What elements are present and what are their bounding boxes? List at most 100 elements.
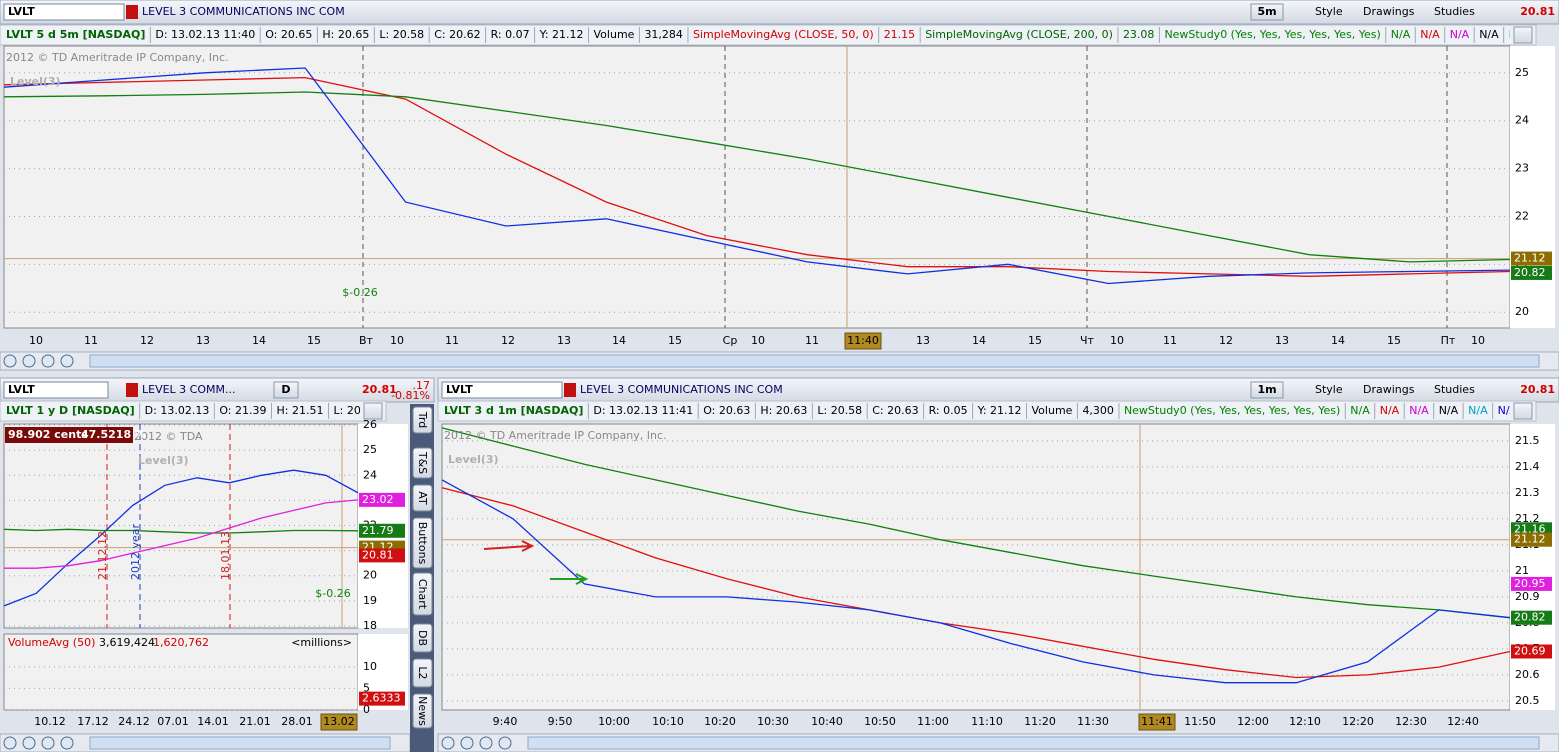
zoom-icon[interactable] <box>479 736 493 750</box>
watermark: 2012 © TDA <box>134 430 203 443</box>
x-tick-label: 11:30 <box>1077 715 1109 728</box>
price-badge-label: 21.79 <box>362 524 394 537</box>
tab[interactable] <box>412 693 433 729</box>
tab-label[interactable]: Trd <box>416 411 429 428</box>
price-badge <box>359 691 405 706</box>
tab[interactable] <box>412 658 433 688</box>
x-tick-label: 12 <box>1219 334 1233 347</box>
plot-bg <box>3 423 359 629</box>
zoom-icon[interactable] <box>22 354 36 368</box>
symbol-box[interactable] <box>441 381 563 399</box>
interval[interactable]: 1m <box>1257 383 1276 396</box>
symbol: LVLT <box>446 383 473 396</box>
tab-label[interactable]: Chart <box>416 579 429 610</box>
scrollbar[interactable] <box>89 354 1540 368</box>
info-item: C: 20.63 <box>872 404 918 417</box>
drawings-btn[interactable]: Drawings <box>1363 5 1415 18</box>
tab[interactable] <box>412 517 433 569</box>
tab[interactable] <box>412 623 433 653</box>
info-item: LVLT 1 y D [NASDAQ] <box>6 404 135 417</box>
marker-label: 21.12.12 <box>96 531 109 580</box>
interval-btn[interactable] <box>273 381 299 399</box>
y-tick-label: 21 <box>1515 564 1529 577</box>
studies-btn[interactable]: Studies <box>1434 5 1475 18</box>
interval-btn[interactable] <box>1250 381 1284 399</box>
price-badge-label: 2.6333 <box>362 692 401 705</box>
x-tick-label: 11:00 <box>917 715 949 728</box>
tab-label[interactable]: L2 <box>416 666 429 679</box>
symbol: LVLT <box>8 5 35 18</box>
volume-unit: <millions> <box>291 636 352 649</box>
zoom-icon[interactable] <box>498 736 512 750</box>
tab-label[interactable]: T&S <box>416 451 429 474</box>
symbol-box[interactable] <box>3 3 125 21</box>
x-tick-label: 9:40 <box>493 715 518 728</box>
cursor-badge <box>1138 713 1176 731</box>
zoom-icon[interactable] <box>60 354 74 368</box>
info-btn[interactable] <box>1513 26 1533 44</box>
zoom-icon[interactable] <box>3 354 17 368</box>
x-tick-label: 17.12 <box>77 715 109 728</box>
y-tick-label: 18 <box>363 619 377 632</box>
price-badge <box>359 492 405 507</box>
tab[interactable] <box>412 406 433 434</box>
scrollbar[interactable] <box>89 736 391 750</box>
y-tick-label: 21.3 <box>1515 486 1540 499</box>
zoom-icon[interactable] <box>60 736 74 750</box>
zoom-icon[interactable] <box>22 736 36 750</box>
interval[interactable]: 5m <box>1257 5 1276 18</box>
study-line <box>441 479 1511 684</box>
y-tick-label: 20.9 <box>1515 590 1540 603</box>
y-tick-label: 25 <box>363 443 377 456</box>
tab-label[interactable]: News <box>416 696 429 726</box>
info-item: N/A <box>1420 28 1440 41</box>
info-item: N/A <box>1350 404 1370 417</box>
zoom-icon[interactable] <box>3 736 17 750</box>
y-tick-label: 25 <box>1515 66 1529 79</box>
scrollbar[interactable] <box>527 736 1540 750</box>
interval-btn[interactable] <box>1250 3 1284 21</box>
info-item: LVLT 3 d 1m [NASDAQ] <box>444 404 583 417</box>
tab[interactable] <box>412 447 433 479</box>
x-tick-label: 14 <box>612 334 626 347</box>
info-item: D: 13.02.13 11:41 <box>593 404 693 417</box>
info-row <box>0 24 1537 46</box>
x-tick-label: 14.01 <box>197 715 229 728</box>
info-item: N/A <box>1380 404 1400 417</box>
style-btn[interactable]: Style <box>1315 5 1343 18</box>
tab-label[interactable]: AT <box>416 491 429 505</box>
x-tick-label: 28.01 <box>281 715 313 728</box>
studies-btn[interactable]: Studies <box>1434 383 1475 396</box>
link-icon <box>564 383 576 397</box>
logo: Level(3) <box>10 75 61 88</box>
tab[interactable] <box>412 572 433 616</box>
x-tick-label: 11 <box>445 334 459 347</box>
x-tick-label: 13.02 <box>323 715 355 728</box>
x-tick-label: 10 <box>390 334 404 347</box>
price-badge <box>1511 610 1552 625</box>
tab-label[interactable]: DB <box>416 630 429 646</box>
study-line <box>4 499 359 569</box>
symbol-box[interactable] <box>3 381 109 399</box>
info-item: Volume <box>1032 404 1073 417</box>
company: LEVEL 3 COMMUNICATIONS INC COM <box>580 383 783 396</box>
info-item: SimpleMovingAvg (CLOSE, 200, 0) <box>925 28 1113 41</box>
toolbar <box>0 0 1559 25</box>
tab[interactable] <box>412 484 433 512</box>
info-item: O: 20.63 <box>703 404 750 417</box>
interval[interactable]: D <box>281 383 290 396</box>
x-tick-label: 11 <box>805 334 819 347</box>
measure-percent: 47.5218 % <box>81 428 146 441</box>
zoom-icon[interactable] <box>41 736 55 750</box>
tab-label[interactable]: Buttons <box>416 522 429 565</box>
zoom-icon[interactable] <box>41 354 55 368</box>
style-btn[interactable]: Style <box>1315 383 1343 396</box>
info-btn[interactable] <box>363 402 383 420</box>
x-tick-label: Пт <box>1441 334 1456 347</box>
zoom-icon[interactable] <box>441 736 455 750</box>
drawings-btn[interactable]: Drawings <box>1363 383 1415 396</box>
info-btn[interactable] <box>1513 402 1533 420</box>
info-item: C: <box>388 404 399 417</box>
x-tick-label: 11 <box>1163 334 1177 347</box>
zoom-icon[interactable] <box>460 736 474 750</box>
